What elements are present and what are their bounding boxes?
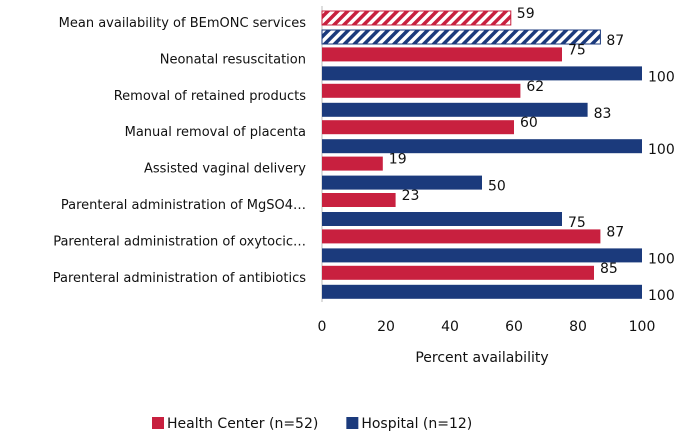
legend-swatch — [346, 417, 359, 429]
x-tick-label: 100 — [629, 319, 656, 335]
bar — [322, 284, 642, 299]
bar — [321, 29, 601, 45]
x-tick-label: 40 — [441, 319, 459, 335]
category-label: Assisted vaginal delivery — [144, 162, 306, 177]
bar — [322, 47, 562, 62]
value-label: 60 — [520, 115, 538, 131]
bar — [322, 193, 396, 207]
value-label: 100 — [648, 288, 675, 304]
bar — [322, 66, 642, 81]
value-label: 62 — [526, 79, 544, 95]
bar — [322, 156, 383, 171]
value-label: 50 — [488, 179, 506, 195]
category-label: Removal of retained products — [114, 89, 306, 104]
x-tick-label: 80 — [569, 319, 587, 335]
value-label: 100 — [648, 142, 675, 158]
value-label: 100 — [648, 69, 675, 85]
bar — [322, 175, 482, 190]
category-label: Parenteral administration of MgSO4… — [61, 198, 306, 213]
category-label: Manual removal of placenta — [125, 125, 306, 140]
bar — [322, 102, 588, 117]
value-label: 75 — [568, 215, 586, 231]
bar — [322, 83, 521, 98]
value-label: 87 — [606, 33, 624, 49]
value-label: 100 — [648, 251, 675, 267]
x-tick-label: 60 — [505, 319, 523, 335]
legend-label: Hospital (n=12) — [361, 416, 472, 432]
value-label: 59 — [517, 6, 535, 22]
legend-swatch — [152, 417, 164, 429]
value-label: 23 — [402, 188, 420, 204]
bar — [322, 120, 514, 135]
value-label: 87 — [606, 224, 624, 240]
category-label: Neonatal resuscitation — [160, 52, 306, 67]
category-label: Parenteral administration of oxytocic… — [53, 234, 306, 249]
bar — [322, 139, 642, 154]
x-tick-label: 20 — [377, 319, 395, 335]
legend-label: Health Center (n=52) — [167, 416, 318, 432]
category-label: Parenteral administration of antibiotics — [53, 271, 306, 286]
bar — [322, 212, 562, 226]
value-label: 83 — [594, 106, 612, 122]
category-label: Mean availability of BEmONC services — [59, 16, 307, 31]
value-label: 85 — [600, 261, 618, 277]
x-axis-title: Percent availability — [415, 350, 548, 366]
bar — [322, 248, 642, 263]
value-label: 75 — [568, 42, 586, 58]
bar — [322, 229, 601, 244]
value-label: 19 — [389, 152, 407, 168]
x-tick-label: 0 — [318, 319, 327, 335]
bar — [321, 10, 512, 26]
bar — [322, 265, 594, 280]
